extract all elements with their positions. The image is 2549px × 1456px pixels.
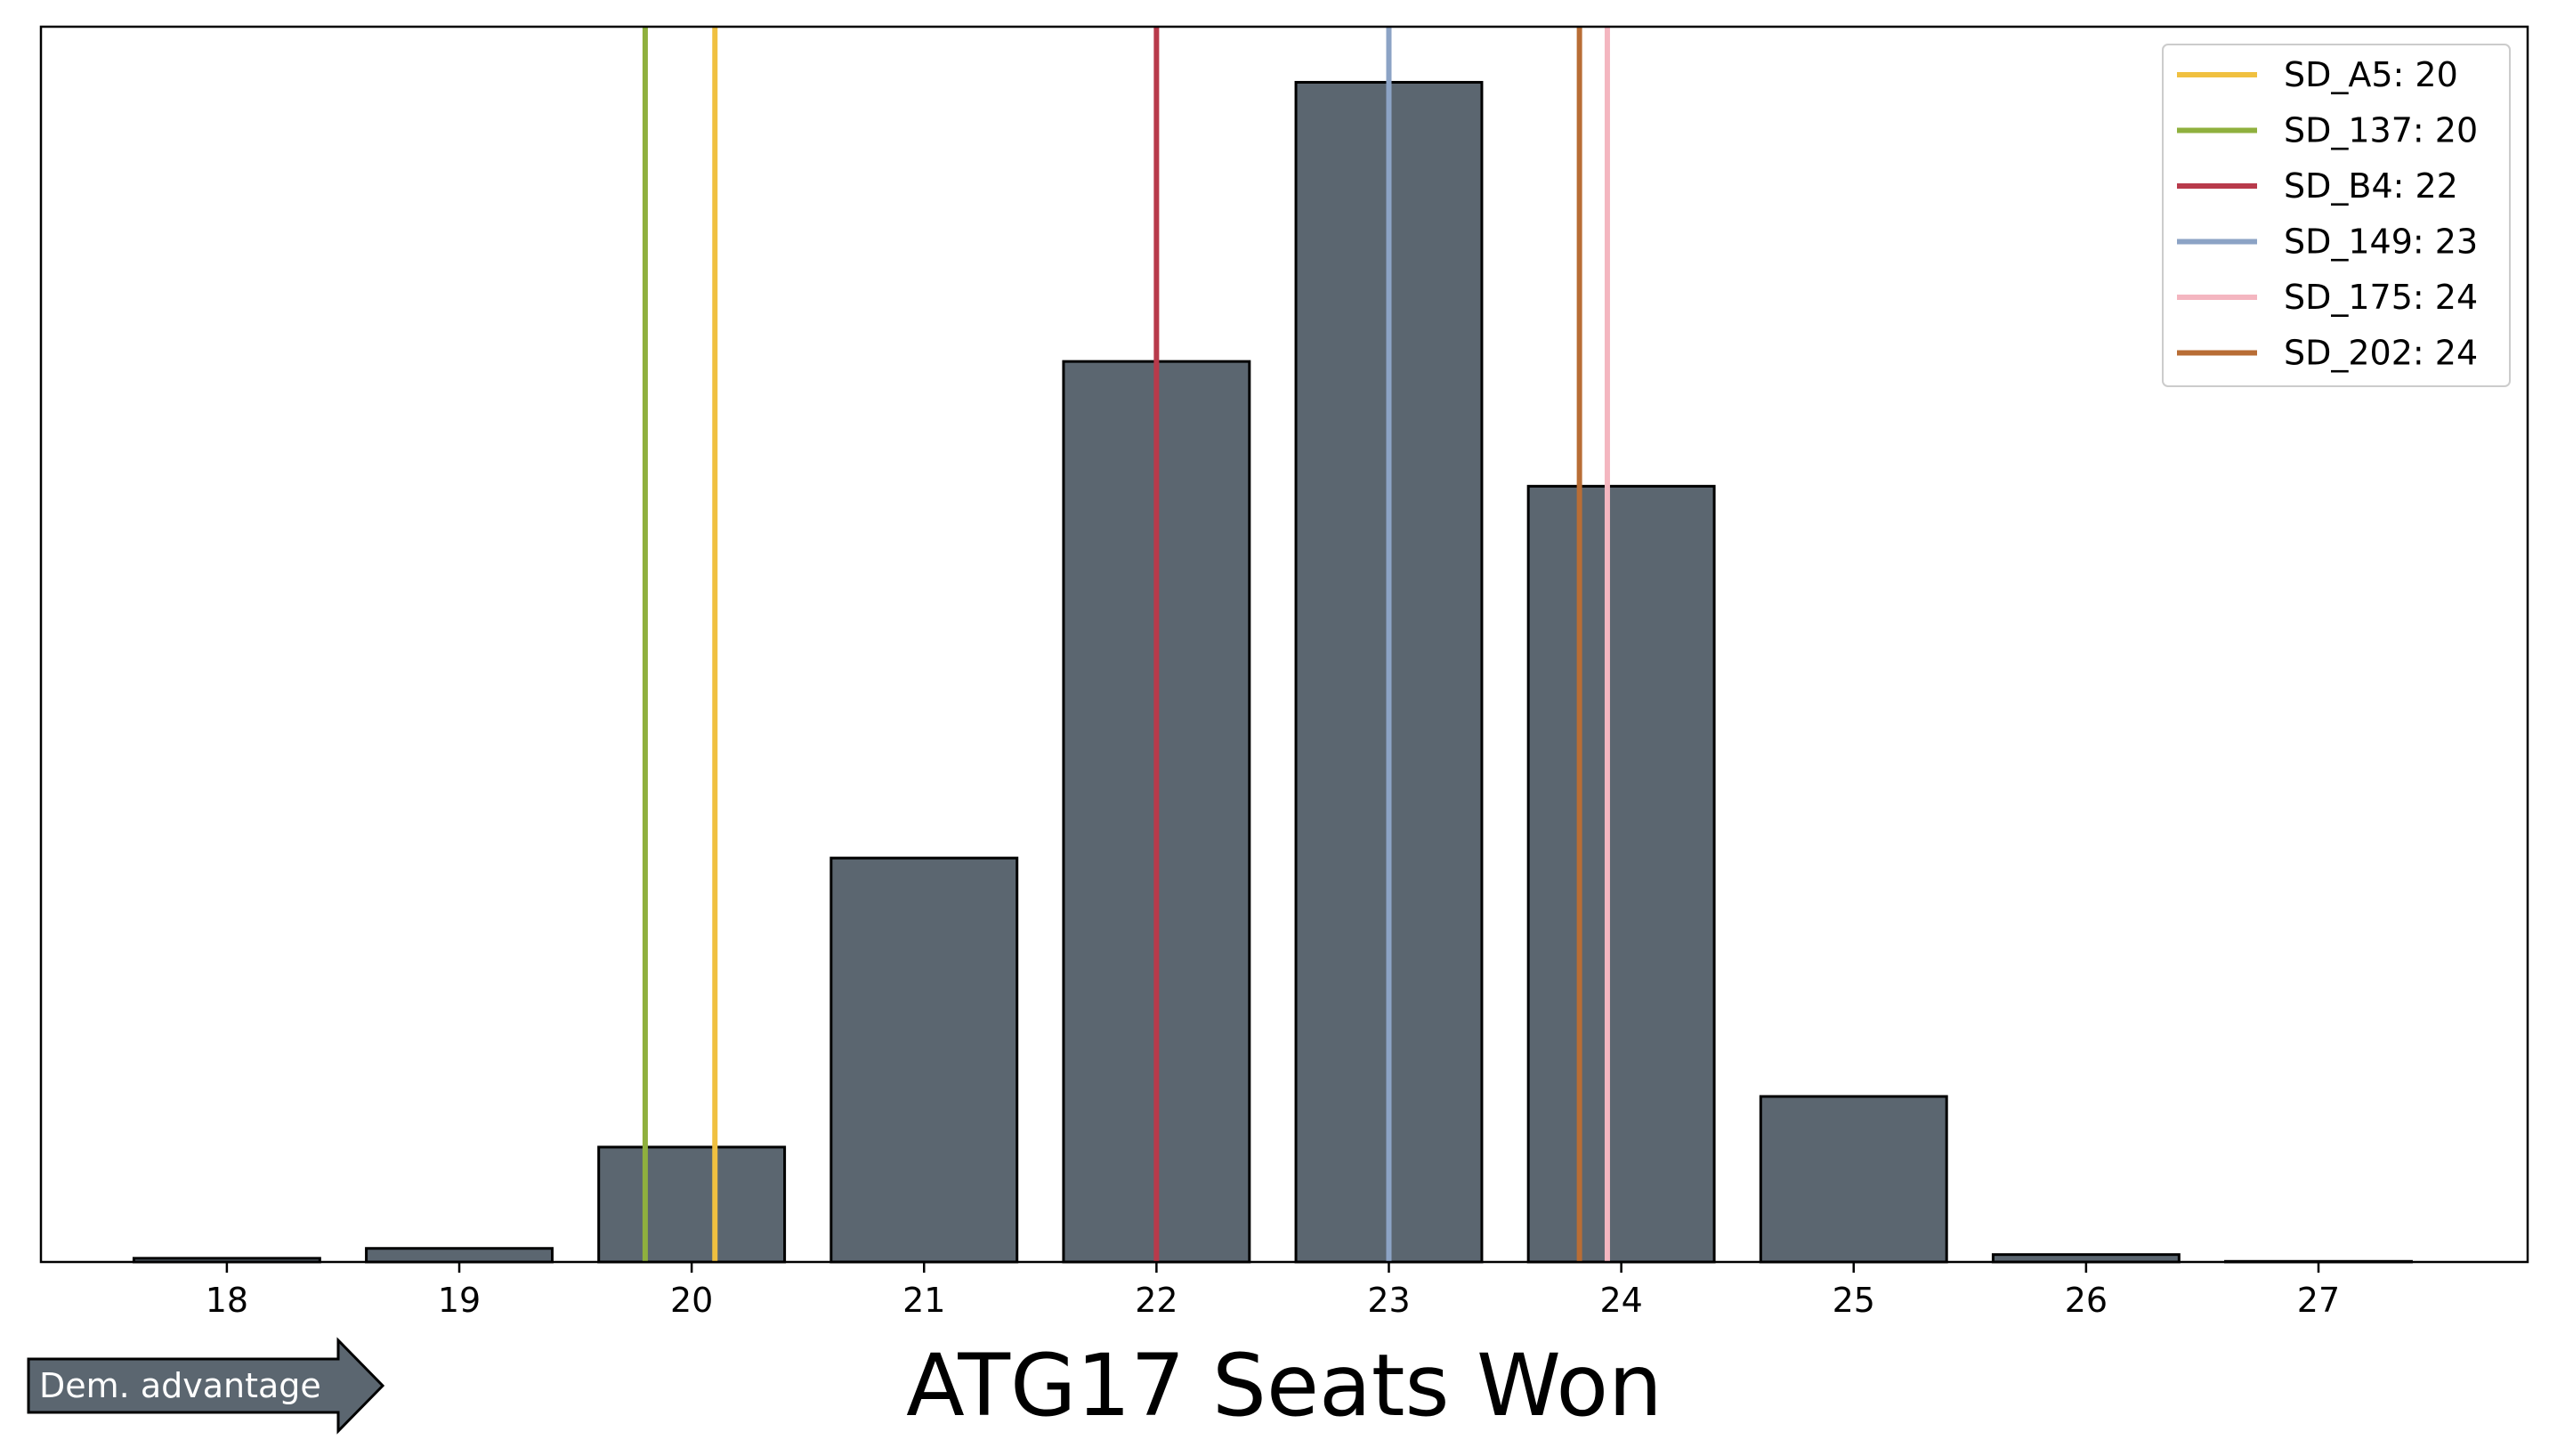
- bar-20: [597, 1145, 787, 1264]
- plot-frame: [39, 25, 2529, 1264]
- bar-21: [829, 856, 1019, 1264]
- x-tick-label: 26: [2065, 1281, 2108, 1320]
- arrow-shape: [27, 1337, 385, 1435]
- x-tick-label: 21: [902, 1281, 945, 1320]
- legend: SD_A5: 20 SD_137: 20 SD_B4: 22 SD_149: 23 SD…: [2162, 44, 2511, 387]
- x-axis-ticks: 18 19 20 21 22 23 24 25 26 27: [206, 1262, 2340, 1320]
- legend-entry: SD_B4: 22: [2284, 166, 2458, 206]
- bar-25: [1759, 1095, 1948, 1264]
- x-tick-label: 23: [1367, 1281, 1410, 1320]
- reference-lines-group: [642, 27, 1610, 1262]
- arrow-label: Dem. advantage: [39, 1366, 321, 1405]
- legend-entry: SD_137: 20: [2284, 111, 2478, 150]
- legend-entry: SD_149: 23: [2284, 222, 2478, 262]
- x-tick-label: 19: [438, 1281, 481, 1320]
- legend-entry: SD_175: 24: [2284, 278, 2478, 317]
- x-tick-label: 20: [670, 1281, 713, 1320]
- x-axis-label: ATG17 Seats Won: [906, 1336, 1663, 1436]
- bars-group: [132, 80, 2413, 1264]
- dem-advantage-arrow: Dem. advantage: [27, 1337, 385, 1435]
- legend-entry: SD_A5: 20: [2284, 55, 2458, 94]
- x-tick-label: 25: [1833, 1281, 1875, 1320]
- x-tick-label: 18: [206, 1281, 248, 1320]
- legend-entry: SD_202: 24: [2284, 334, 2478, 373]
- bar-24: [1526, 484, 1716, 1264]
- x-tick-label: 24: [1599, 1281, 1642, 1320]
- bar-19: [365, 1247, 554, 1264]
- x-tick-label: 22: [1135, 1281, 1177, 1320]
- x-tick-label: 27: [2297, 1281, 2340, 1320]
